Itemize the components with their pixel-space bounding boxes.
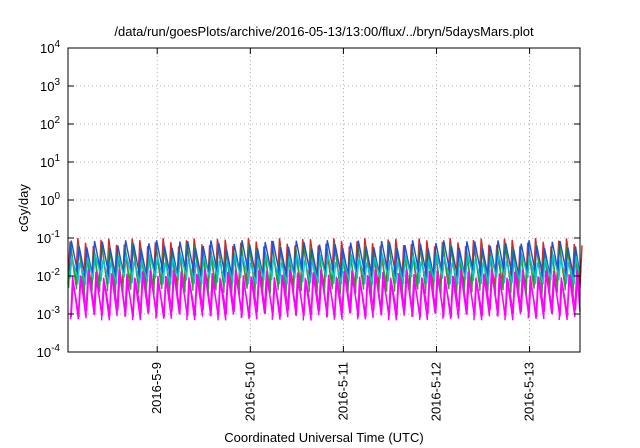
y-tick-label: 101 xyxy=(40,153,60,170)
plot-frame xyxy=(67,47,581,353)
x-tick-label: 2016-5-10 xyxy=(242,362,257,421)
series-line xyxy=(70,273,581,318)
y-tick-label: 10-1 xyxy=(37,229,61,246)
y-tick-label: 104 xyxy=(40,39,60,56)
y-ticks: 10-4 10-3 10-2 10-1 100 101 102 103 104 xyxy=(37,39,580,360)
x-tick-label: 2016-5-13 xyxy=(522,362,537,421)
y-tick-label: 10-3 xyxy=(37,305,61,322)
series-group xyxy=(67,237,583,321)
y-tick-label: 10-4 xyxy=(37,343,61,360)
y-axis-label: cGy/day xyxy=(16,184,31,232)
y-tick-label: 10-2 xyxy=(37,267,61,284)
chart-title: /data/run/goesPlots/archive/2016-05-13/1… xyxy=(114,24,534,39)
x-axis-label: Coordinated Universal Time (UTC) xyxy=(224,430,423,445)
x-tick-label: 2016-5-9 xyxy=(149,362,164,414)
x-tick-label: 2016-5-11 xyxy=(335,362,350,420)
x-tick-label: 2016-5-12 xyxy=(428,362,443,421)
y-tick-label: 100 xyxy=(40,191,60,208)
y-tick-label: 102 xyxy=(40,115,60,132)
series-line xyxy=(69,254,581,285)
y-tick-label: 103 xyxy=(40,77,60,94)
x-ticks: 2016-5-9 2016-5-10 2016-5-11 2016-5-12 2016-… xyxy=(149,48,537,421)
